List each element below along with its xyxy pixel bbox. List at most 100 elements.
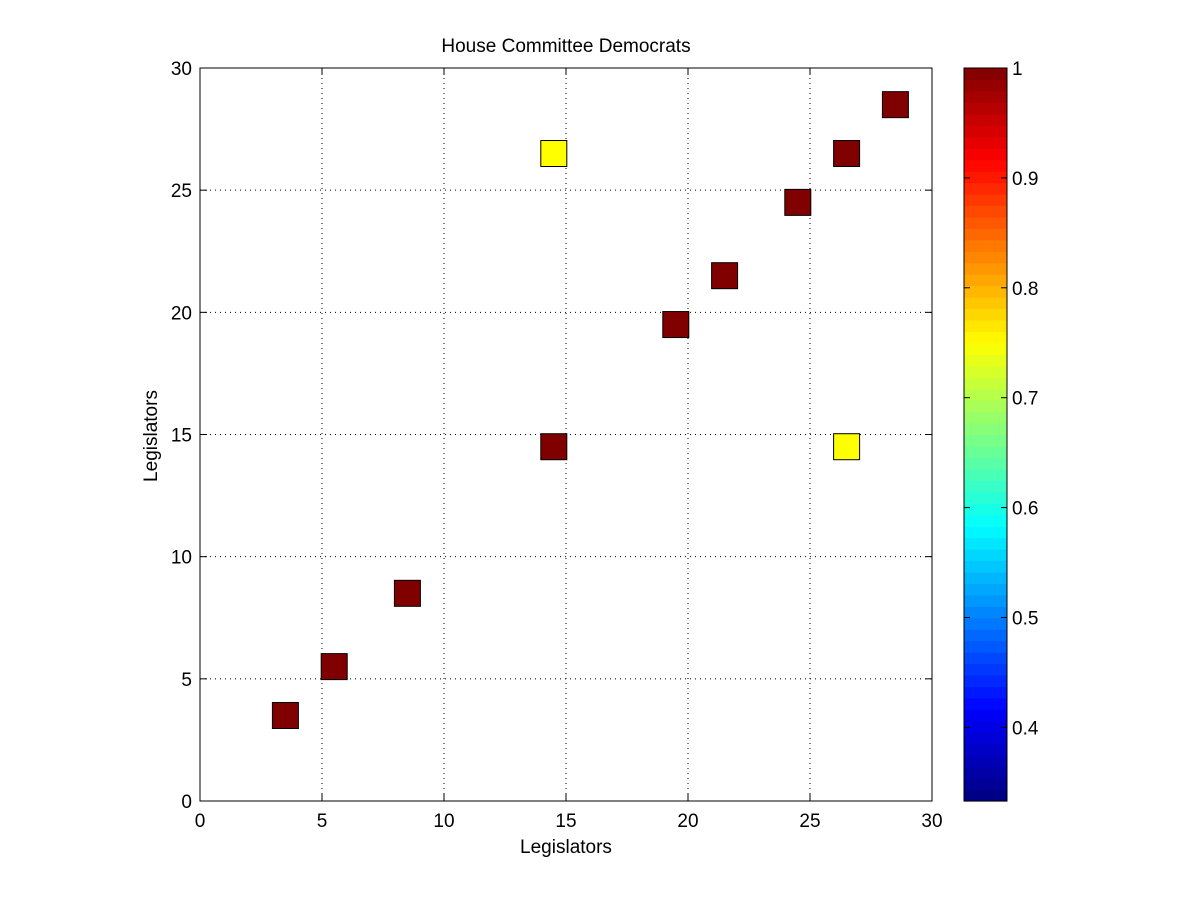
colorbar-segment [964, 113, 1007, 126]
heatmap-cell [393, 579, 421, 607]
colorbar-segment [964, 193, 1007, 207]
colorbar-tick-label: 0.6 [1012, 499, 1038, 520]
heatmap-cell [833, 140, 861, 168]
y-tick-label: 25 [171, 181, 192, 202]
colorbar-segment [964, 457, 1007, 470]
colorbar-segment [964, 239, 1007, 252]
heatmap-cell [540, 433, 568, 461]
colorbar-segment [964, 90, 1007, 103]
y-tick-label: 30 [171, 59, 192, 80]
colorbar-segment [964, 159, 1007, 172]
heatmap-cell [833, 433, 861, 461]
x-tick-label: 30 [921, 811, 942, 832]
colorbar-segment [964, 594, 1007, 607]
colorbar-segment [964, 503, 1007, 516]
colorbar-segment [964, 251, 1007, 264]
colorbar-segment [964, 365, 1007, 378]
x-tick-label: 25 [799, 811, 820, 832]
colorbar-segment [964, 640, 1007, 653]
colorbar-tick-label: 0.7 [1012, 389, 1038, 410]
colorbar-segment [964, 297, 1007, 310]
colorbar-segment [964, 125, 1007, 138]
colorbar-tick-label: 0.4 [1012, 718, 1039, 739]
colorbar-segment [964, 354, 1007, 367]
colorbar-tick-label: 0.8 [1012, 279, 1038, 300]
heatmap-cell [881, 91, 909, 119]
heatmap-cell [711, 262, 739, 290]
colorbar-segment [964, 68, 1007, 81]
colorbar-segment [964, 445, 1007, 459]
colorbar: 0.4 0.5 0.6 0.7 0.8 0.9 1 [963, 59, 1039, 802]
colorbar-segment [964, 652, 1007, 665]
colorbar-segment [964, 675, 1007, 688]
colorbar-segment [964, 434, 1007, 447]
colorbar-segment [964, 262, 1007, 275]
heatmap-cells [271, 91, 909, 729]
colorbar-segment [964, 755, 1007, 768]
colorbar-segment [964, 468, 1007, 481]
colorbar-segment [964, 319, 1007, 333]
colorbar-segment [964, 411, 1007, 424]
colorbar-segment [964, 377, 1007, 390]
colorbar-segment [964, 79, 1007, 92]
chart-title: House Committee Democrats [441, 36, 690, 57]
colorbar-segment [964, 205, 1007, 218]
colorbar-segment [964, 732, 1007, 745]
heatmap-cell [662, 311, 690, 339]
colorbar-segment [964, 549, 1007, 562]
x-tick-label: 15 [555, 811, 576, 832]
colorbar-segment [964, 778, 1007, 791]
colorbar-segment [964, 537, 1007, 550]
y-tick-label: 5 [181, 670, 192, 691]
x-tick-label: 10 [433, 811, 454, 832]
y-tick-label: 0 [181, 792, 192, 813]
colorbar-segment [964, 228, 1007, 241]
x-tick-label: 0 [195, 811, 206, 832]
colorbar-segment [964, 136, 1007, 149]
axis-ticks: 0 5 10 15 20 25 30 0 5 10 15 20 25 30 [171, 59, 943, 832]
colorbar-segment [964, 606, 1007, 619]
colorbar-segment [964, 171, 1007, 184]
colorbar-segment [964, 526, 1007, 539]
colorbar-segment [964, 617, 1007, 630]
colorbar-segment [964, 720, 1007, 733]
colorbar-segment [964, 571, 1007, 584]
colorbar-segment [964, 148, 1007, 161]
colorbar-segment [964, 709, 1007, 722]
colorbar-segment [964, 388, 1007, 401]
colorbar-segment [964, 560, 1007, 573]
colorbar-tick-label: 0.5 [1012, 608, 1038, 629]
colorbar-segment [964, 583, 1007, 596]
colorbar-tick-label: 0.9 [1012, 169, 1038, 190]
colorbar-segment [964, 274, 1007, 287]
colorbar-segment [964, 514, 1007, 527]
colorbar-segment [964, 480, 1007, 493]
x-tick-label: 20 [677, 811, 698, 832]
y-axis-label: Legislators [141, 390, 162, 482]
colorbar-segment [964, 697, 1007, 710]
colorbar-segment [964, 331, 1007, 344]
colorbar-segment [964, 102, 1007, 115]
y-tick-label: 15 [171, 426, 192, 447]
x-tick-label: 5 [317, 811, 328, 832]
x-axis-label: Legislators [520, 837, 612, 858]
colorbar-segment [964, 766, 1007, 779]
colorbar-segment [964, 308, 1007, 321]
colorbar-segment [964, 491, 1007, 504]
heatmap-cell [784, 188, 812, 216]
heatmap-cell [540, 140, 568, 168]
colorbar-segment [964, 285, 1007, 298]
colorbar-frame [963, 67, 1008, 802]
colorbar-segment [964, 663, 1007, 676]
colorbar-segment [964, 629, 1007, 642]
heatmap-cell [271, 701, 299, 729]
colorbar-segment [964, 743, 1007, 756]
y-tick-label: 20 [171, 303, 192, 324]
y-tick-label: 10 [171, 548, 192, 569]
colorbar-tick-label: 1 [1012, 59, 1023, 80]
colorbar-segment [964, 789, 1007, 802]
colorbar-segment [964, 342, 1007, 355]
colorbar-segment [964, 182, 1007, 195]
colorbar-segment [964, 686, 1007, 699]
